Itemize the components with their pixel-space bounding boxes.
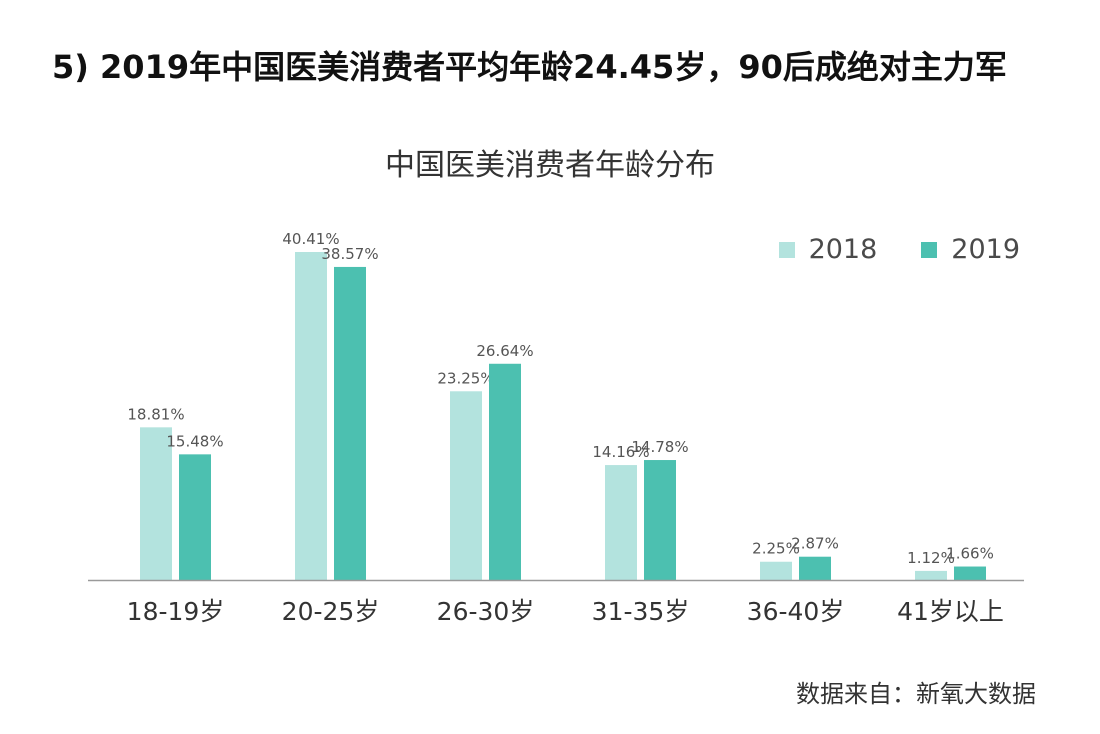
- data-label-2019-0: 15.48%: [166, 432, 223, 450]
- legend-label-2019: 2019: [951, 234, 1020, 265]
- data-label-2019-4: 2.87%: [791, 535, 839, 553]
- x-tick-label: 26-30岁: [437, 597, 535, 626]
- x-tick-label: 20-25岁: [282, 597, 380, 626]
- data-label-2018-3: 14.16%: [592, 443, 649, 461]
- data-label-2019-3: 14.78%: [631, 438, 688, 456]
- data-label-2018-2: 23.25%: [437, 369, 494, 387]
- bar-2019-2: [489, 363, 521, 580]
- legend-label-2018: 2018: [808, 234, 878, 265]
- bar-2019-0: [179, 454, 211, 580]
- bar-2018-2: [450, 391, 482, 580]
- x-tick-label: 36-40岁: [747, 597, 845, 626]
- data-label-2019-5: 1.66%: [946, 545, 994, 563]
- bar-2018-1: [295, 252, 327, 580]
- chart-title: 中国医美消费者年龄分布: [385, 148, 715, 183]
- data-label-2018-4: 2.25%: [752, 540, 800, 558]
- headline: 5) 2019年中国医美消费者平均年龄24.45岁，90后成绝对主力军: [52, 48, 1007, 86]
- source-note: 数据来自：新氧大数据: [796, 680, 1036, 708]
- bar-2019-1: [334, 266, 366, 580]
- bar-2019-4: [799, 556, 831, 580]
- legend-item-2018: 2018: [778, 234, 878, 265]
- legend-item-2019: 2019: [921, 234, 1020, 265]
- bar-2018-4: [760, 561, 792, 580]
- legend-swatch-2018: [778, 241, 795, 258]
- legend-swatch-2019: [921, 241, 938, 258]
- bar-2019-3: [644, 460, 676, 580]
- bar-2018-3: [605, 465, 637, 580]
- data-label-2018-1: 40.41%: [282, 230, 339, 248]
- x-tick-label: 41岁以上: [897, 597, 1004, 626]
- x-tick-label: 18-19岁: [127, 597, 225, 626]
- bar-2019-5: [954, 566, 986, 580]
- legend: 2018 2019: [778, 234, 1020, 265]
- data-label-2018-0: 18.81%: [127, 405, 184, 423]
- data-label-2018-5: 1.12%: [907, 549, 955, 567]
- data-label-2019-1: 38.57%: [321, 245, 378, 263]
- bar-2018-5: [915, 570, 947, 580]
- data-label-2019-2: 26.64%: [476, 342, 533, 360]
- bar-2018-0: [140, 427, 172, 580]
- x-tick-label: 31-35岁: [592, 597, 690, 626]
